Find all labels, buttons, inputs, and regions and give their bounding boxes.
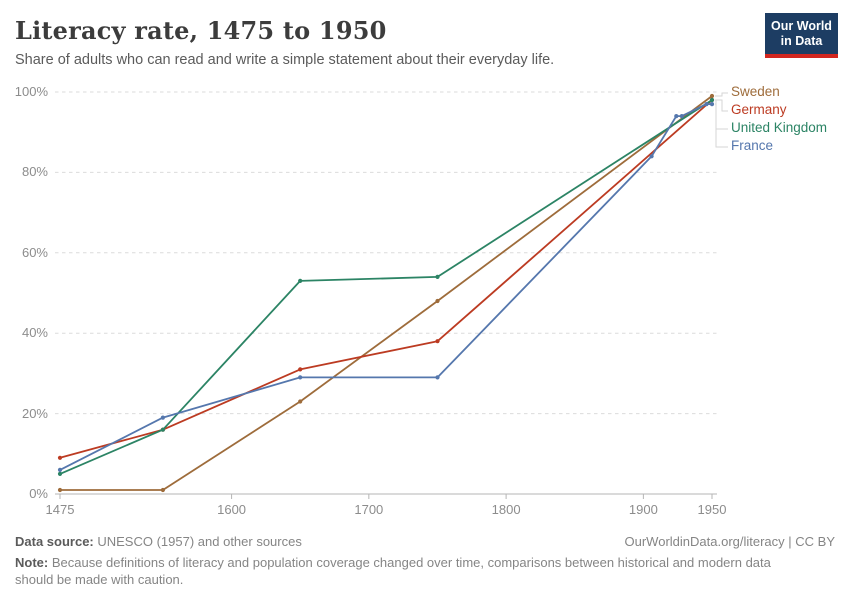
point-marker-germany	[57, 455, 63, 460]
point-marker-france	[298, 375, 303, 380]
point-marker-france	[679, 114, 684, 119]
x-tick-label: 1700	[354, 502, 384, 517]
data-source-label: Data source:	[15, 534, 94, 549]
point-marker-sweden	[298, 399, 303, 404]
point-marker-united-kingdom	[57, 471, 63, 476]
y-tick-label: 60%	[21, 244, 48, 260]
y-tick-label: 100%	[14, 84, 48, 99]
page-title: Literacy rate, 1475 to 1950	[15, 16, 387, 45]
x-tick-label: 1600	[217, 502, 247, 517]
x-tick-label: 1475	[45, 502, 75, 517]
legend-label-sweden[interactable]: Sweden	[731, 84, 780, 99]
x-tick-label: 1800	[491, 502, 521, 517]
point-marker-united-kingdom	[160, 427, 165, 432]
point-marker-sweden	[57, 487, 63, 493]
legend-connector-sweden	[715, 92, 728, 97]
point-marker-france	[649, 154, 654, 159]
note-label: Note:	[15, 555, 49, 570]
owid-logo-line1: Our World	[771, 19, 832, 33]
x-tick-label: 1900	[628, 502, 658, 517]
chart-footer: Data source: UNESCO (1957) and other sou…	[15, 533, 835, 588]
point-marker-france	[435, 375, 440, 380]
y-tick-label: 80%	[21, 164, 48, 180]
point-marker-sweden	[160, 487, 165, 493]
legend-label-united-kingdom[interactable]: United Kingdom	[731, 120, 828, 135]
point-marker-sweden	[709, 93, 715, 99]
legend-label-germany[interactable]: Germany	[731, 102, 787, 117]
point-marker-france	[674, 114, 679, 119]
legend-label-france[interactable]: France	[731, 138, 774, 153]
series-line-united-kingdom[interactable]	[59, 99, 713, 475]
owid-logo-line2: in Data	[780, 34, 823, 48]
note-text: Because definitions of literacy and popu…	[15, 555, 771, 587]
point-marker-united-kingdom	[435, 274, 440, 279]
y-tick-label: 20%	[21, 405, 48, 421]
chart-subtitle: Share of adults who can read and write a…	[15, 52, 555, 68]
owid-logo[interactable]: Our World in Data	[765, 13, 838, 58]
point-marker-germany	[435, 339, 440, 344]
point-marker-france	[709, 102, 715, 107]
point-marker-france	[57, 467, 63, 472]
rights-link[interactable]: OurWorldinData.org/literacy | CC BY	[624, 534, 835, 549]
point-marker-france	[160, 415, 165, 420]
point-marker-united-kingdom	[298, 278, 303, 283]
legend-connector-france	[715, 103, 728, 148]
legend-connector-germany	[715, 99, 728, 112]
y-tick-label: 0%	[29, 486, 48, 501]
data-source-text: UNESCO (1957) and other sources	[93, 534, 302, 549]
point-marker-france	[704, 102, 709, 107]
y-tick-label: 40%	[21, 325, 48, 341]
point-marker-united-kingdom	[709, 97, 715, 103]
data-source: Data source: UNESCO (1957) and other sou…	[15, 533, 302, 550]
point-marker-sweden	[435, 298, 440, 304]
series-line-france[interactable]	[59, 103, 713, 471]
chart-note: Note: Because definitions of literacy an…	[15, 554, 805, 588]
point-marker-germany	[298, 367, 303, 372]
x-tick-label: 1950	[697, 502, 727, 517]
